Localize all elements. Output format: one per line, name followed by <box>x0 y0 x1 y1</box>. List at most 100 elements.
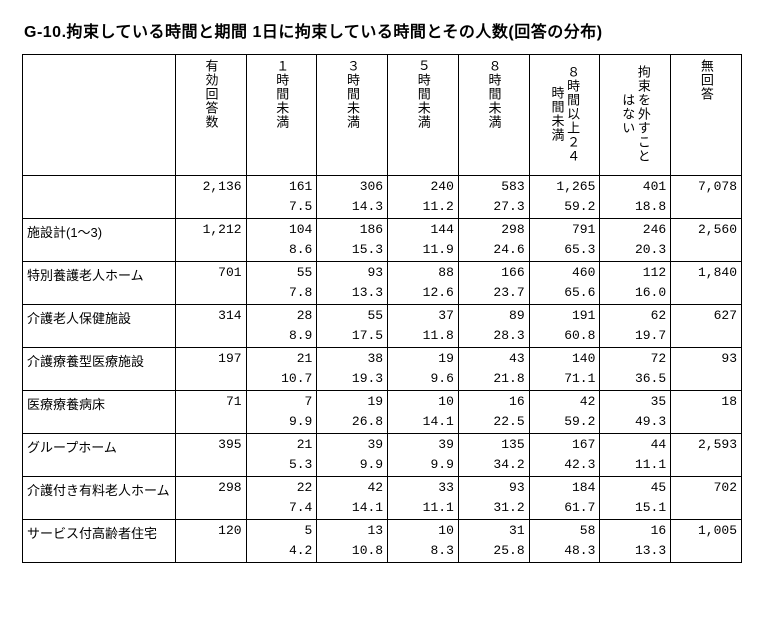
row-label: グループホーム <box>23 434 176 477</box>
percent-value: 27.3 <box>463 199 525 215</box>
data-cell: 6219.7 <box>600 305 671 348</box>
percent-value: 65.6 <box>534 285 596 301</box>
percent-value: 59.2 <box>534 199 596 215</box>
percent-value: 31.2 <box>463 500 525 516</box>
data-cell: 1310.8 <box>317 520 388 563</box>
col-header: ８時間以上２４時間未満 <box>529 55 600 176</box>
count-value: 246 <box>604 222 666 238</box>
count-value: 298 <box>180 480 242 496</box>
count-value: 42 <box>321 480 383 496</box>
percent-value: 7.4 <box>251 500 313 516</box>
percent-value <box>675 543 737 559</box>
data-cell: 1,840 <box>671 262 742 305</box>
count-value: 37 <box>392 308 454 324</box>
count-value: 88 <box>392 265 454 281</box>
percent-value <box>675 414 737 430</box>
count-value: 21 <box>251 437 313 453</box>
count-value: 104 <box>251 222 313 238</box>
percent-value <box>180 543 242 559</box>
count-value: 401 <box>604 179 666 195</box>
col-header: １時間未満 <box>246 55 317 176</box>
data-cell: 71 <box>175 391 246 434</box>
col-header: 有効回答数 <box>175 55 246 176</box>
percent-value: 28.3 <box>463 328 525 344</box>
count-value: 791 <box>534 222 596 238</box>
percent-value <box>180 199 242 215</box>
table-row: 介護付き有料老人ホーム298227.44214.13311.19331.2184… <box>23 477 742 520</box>
count-value: 44 <box>604 437 666 453</box>
percent-value: 18.8 <box>604 199 666 215</box>
data-cell: 54.2 <box>246 520 317 563</box>
count-value: 7 <box>251 394 313 410</box>
data-cell: 8928.3 <box>458 305 529 348</box>
percent-value: 24.6 <box>463 242 525 258</box>
count-value: 93 <box>463 480 525 496</box>
count-value: 7,078 <box>675 179 737 195</box>
data-cell: 197 <box>175 348 246 391</box>
row-label: サービス付高齢者住宅 <box>23 520 176 563</box>
data-cell: 13534.2 <box>458 434 529 477</box>
percent-value: 11.1 <box>604 457 666 473</box>
percent-value: 8.9 <box>251 328 313 344</box>
data-cell: 9313.3 <box>317 262 388 305</box>
percent-value: 9.9 <box>392 457 454 473</box>
count-value: 93 <box>321 265 383 281</box>
percent-value: 60.8 <box>534 328 596 344</box>
count-value: 55 <box>321 308 383 324</box>
percent-value: 11.8 <box>392 328 454 344</box>
count-value: 702 <box>675 480 737 496</box>
data-cell: 401 18.8 <box>600 176 671 219</box>
data-cell: 583 27.3 <box>458 176 529 219</box>
data-cell: 24620.3 <box>600 219 671 262</box>
count-value: 1,005 <box>675 523 737 539</box>
data-cell: 46065.6 <box>529 262 600 305</box>
percent-value: 34.2 <box>463 457 525 473</box>
count-value: 167 <box>534 437 596 453</box>
percent-value: 4.2 <box>251 543 313 559</box>
count-value: 2,560 <box>675 222 737 238</box>
row-label: 介護療養型医療施設 <box>23 348 176 391</box>
count-value: 583 <box>463 179 525 195</box>
row-label: 特別養護老人ホーム <box>23 262 176 305</box>
count-value: 2,593 <box>675 437 737 453</box>
data-cell: 79165.3 <box>529 219 600 262</box>
percent-value: 59.2 <box>534 414 596 430</box>
percent-value: 11.9 <box>392 242 454 258</box>
count-value: 240 <box>392 179 454 195</box>
percent-value: 71.1 <box>534 371 596 387</box>
row-label: 介護老人保健施設 <box>23 305 176 348</box>
data-cell: 199.6 <box>388 348 459 391</box>
count-value: 62 <box>604 308 666 324</box>
data-cell: 42 59.2 <box>529 391 600 434</box>
percent-value <box>675 371 737 387</box>
table-row: 2,1361617.530614.324011.258327.31,26559.… <box>23 176 742 219</box>
count-value: 55 <box>251 265 313 281</box>
data-cell: 120 <box>175 520 246 563</box>
percent-value: 9.6 <box>392 371 454 387</box>
data-cell: 298 <box>175 477 246 520</box>
data-cell: 108.3 <box>388 520 459 563</box>
data-cell: 37 11.8 <box>388 305 459 348</box>
count-value: 314 <box>180 308 242 324</box>
distribution-table: 有効回答数 １時間未満 ３時間未満 ５時間未満 ８時間未満 ８時間以上２４時間未… <box>22 54 742 563</box>
count-value: 39 <box>321 437 383 453</box>
data-cell: 3311.1 <box>388 477 459 520</box>
data-cell: 1613.3 <box>600 520 671 563</box>
percent-value: 15.1 <box>604 500 666 516</box>
percent-value: 11.2 <box>392 199 454 215</box>
count-value: 10 <box>392 523 454 539</box>
count-value: 1,840 <box>675 265 737 281</box>
percent-value <box>675 242 737 258</box>
count-value: 191 <box>534 308 596 324</box>
percent-value: 9.9 <box>251 414 313 430</box>
percent-value: 22.5 <box>463 414 525 430</box>
data-cell: 7236.5 <box>600 348 671 391</box>
count-value: 2,136 <box>180 179 242 195</box>
data-cell: 93 31.2 <box>458 477 529 520</box>
percent-value: 36.5 <box>604 371 666 387</box>
data-cell: 4321.8 <box>458 348 529 391</box>
data-cell: 2110.7 <box>246 348 317 391</box>
count-value: 42 <box>534 394 596 410</box>
percent-value: 21.8 <box>463 371 525 387</box>
percent-value: 12.6 <box>392 285 454 301</box>
